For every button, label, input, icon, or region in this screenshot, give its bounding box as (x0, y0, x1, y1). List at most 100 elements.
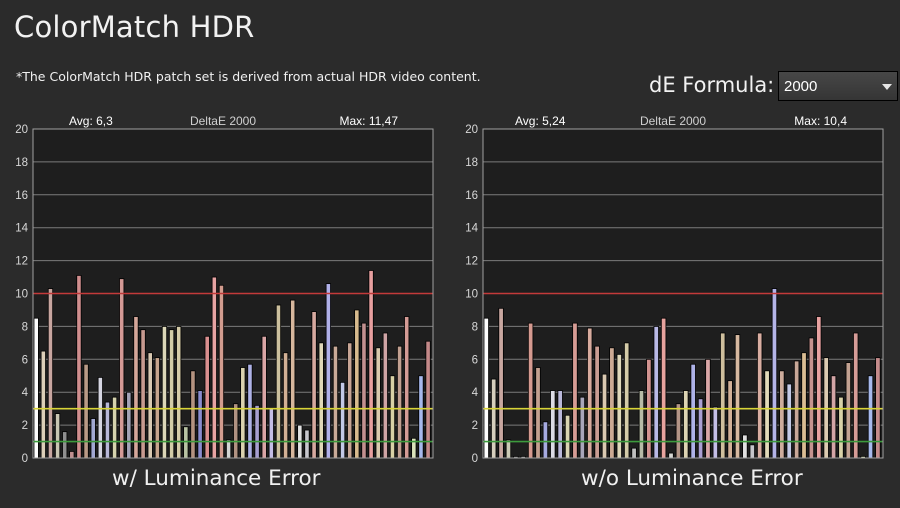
bar (808, 337, 815, 459)
bar (771, 288, 778, 459)
de-formula-select[interactable]: 2000 (778, 71, 898, 101)
bar (247, 363, 253, 459)
bar (389, 375, 396, 459)
y-tick-label: 16 (15, 190, 28, 202)
bar (354, 309, 360, 459)
bar (572, 322, 578, 459)
y-tick-label: 2 (22, 420, 28, 432)
y-tick-label: 6 (22, 354, 28, 366)
bar (764, 370, 770, 459)
bar (83, 363, 89, 459)
y-tick-label: 4 (22, 387, 29, 399)
patch-set-note: *The ColorMatch HDR patch set is derived… (16, 69, 481, 84)
chart-title: DeltaE 2000 (640, 114, 706, 128)
bar (311, 311, 317, 459)
y-tick-label: 12 (465, 256, 478, 268)
bar (623, 342, 630, 459)
chart-title: DeltaE 2000 (190, 114, 256, 128)
bar (557, 390, 563, 459)
chevron-down-icon[interactable] (882, 84, 892, 90)
chart-caption-with-luminance: w/ Luminance Error (112, 466, 321, 491)
bar (683, 390, 689, 459)
bar (542, 421, 549, 459)
bar (498, 307, 504, 459)
bar (653, 325, 659, 459)
y-tick-label: 10 (15, 289, 28, 301)
bar (720, 332, 726, 459)
bar (254, 404, 260, 459)
bar (168, 329, 175, 459)
y-tick-label: 2 (472, 420, 478, 432)
bar (97, 376, 103, 459)
y-tick-label: 18 (15, 157, 28, 169)
bar (133, 316, 139, 459)
bar (816, 316, 822, 459)
bar (33, 317, 39, 459)
bar (845, 362, 852, 459)
bar (90, 418, 96, 459)
bar (638, 390, 645, 459)
y-tick-label: 8 (472, 321, 478, 333)
bar (368, 270, 374, 459)
bar (616, 353, 622, 459)
bar (867, 375, 874, 459)
bar (204, 335, 210, 459)
y-tick-label: 14 (15, 223, 28, 235)
bar (47, 288, 54, 459)
avg-label: Avg: 6,3 (69, 114, 113, 128)
bar (564, 414, 571, 459)
max-label: Max: 11,47 (340, 114, 399, 128)
bar (587, 327, 593, 459)
bar (697, 398, 704, 459)
bar (734, 334, 741, 459)
bar (793, 360, 800, 459)
bar (347, 342, 353, 459)
y-tick-label: 0 (472, 453, 478, 462)
bar (830, 375, 837, 459)
bar (579, 396, 586, 459)
max-label: Max: 10,4 (794, 114, 847, 128)
bar (756, 332, 763, 459)
bar (361, 322, 367, 459)
bar (318, 342, 324, 459)
bar (601, 373, 608, 459)
bar (425, 340, 431, 459)
avg-label: Avg: 5,24 (515, 114, 566, 128)
bar (190, 370, 196, 459)
bar (631, 447, 637, 459)
bar (853, 332, 859, 459)
chart-caption-without-luminance: w/o Luminance Error (581, 466, 803, 491)
bar (382, 332, 388, 459)
bar (749, 444, 755, 459)
y-tick-label: 18 (465, 157, 478, 169)
bar (225, 439, 232, 459)
y-tick-label: 20 (465, 124, 478, 136)
bar (779, 370, 785, 459)
bar (290, 299, 296, 459)
bar (161, 325, 168, 459)
bar (660, 317, 667, 459)
y-tick-label: 20 (15, 124, 28, 136)
bar (218, 284, 225, 459)
bar (535, 367, 541, 459)
bar (197, 390, 203, 459)
bar (140, 329, 146, 459)
bar (104, 401, 111, 459)
bar (76, 275, 82, 459)
bar (823, 357, 829, 459)
bar (339, 381, 346, 459)
bar (527, 322, 534, 459)
bar (126, 391, 132, 459)
bar (111, 396, 118, 459)
bar (176, 325, 182, 459)
bar (119, 278, 125, 459)
chart-with-luminance-error: 0 2 4 6 8 10 12 14 16 18 20 Avg: 6,3 DeltaE 2000 Max:… (15, 114, 434, 462)
bar (505, 439, 512, 459)
bar (668, 452, 674, 459)
bar (490, 378, 497, 459)
bar (404, 316, 410, 459)
bar (54, 413, 61, 459)
bar (483, 317, 489, 459)
bar (418, 375, 424, 459)
bar (183, 426, 189, 459)
